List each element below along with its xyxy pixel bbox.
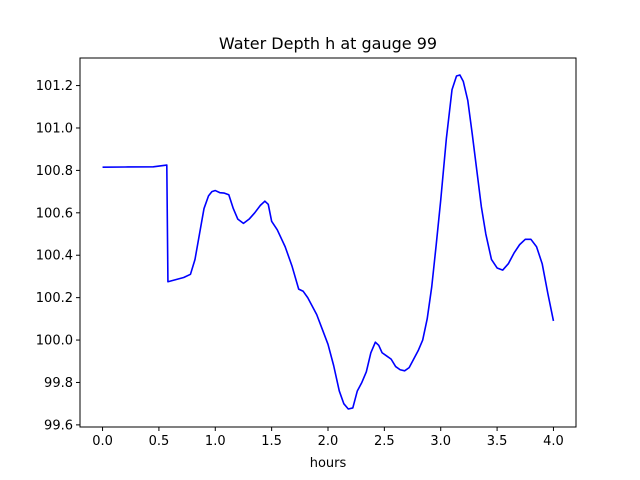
x-tick-label: 1.5 bbox=[261, 434, 282, 449]
y-tick-label: 100.6 bbox=[36, 206, 73, 221]
plot-layer bbox=[102, 74, 555, 410]
x-tick-label: 2.5 bbox=[374, 434, 395, 449]
x-tick-label: 1.0 bbox=[205, 434, 226, 449]
y-tick-label: 100.2 bbox=[36, 291, 73, 306]
y-tick-label: 100.4 bbox=[36, 249, 73, 264]
x-tick-label: 0.0 bbox=[92, 434, 113, 449]
series-line-0 bbox=[102, 74, 555, 410]
x-tick-label: 3.5 bbox=[487, 434, 508, 449]
y-tick-label: 101.2 bbox=[36, 79, 73, 94]
x-axis-title: hours bbox=[310, 456, 347, 471]
y-axis: 99.6 99.8 100.0 100.2 100.4 100.6 100.8 101.0 10… bbox=[36, 79, 80, 433]
x-tick-label: 0.5 bbox=[149, 434, 170, 449]
y-tick-label: 101.0 bbox=[36, 121, 73, 136]
y-tick-label: 99.6 bbox=[44, 418, 73, 433]
x-tick-label: 4.0 bbox=[543, 434, 564, 449]
y-tick-label: 99.8 bbox=[44, 376, 73, 391]
plot-frame bbox=[79, 57, 577, 428]
y-tick-label: 100.0 bbox=[36, 334, 73, 349]
y-tick-label: 100.8 bbox=[36, 164, 73, 179]
x-axis: 0.0 0.5 1.0 1.5 2.0 2.5 3.0 3.5 4.0 bbox=[92, 427, 564, 449]
x-tick-label: 3.0 bbox=[430, 434, 451, 449]
x-tick-label: 2.0 bbox=[318, 434, 339, 449]
chart-title: Water Depth h at gauge 99 bbox=[219, 34, 437, 53]
